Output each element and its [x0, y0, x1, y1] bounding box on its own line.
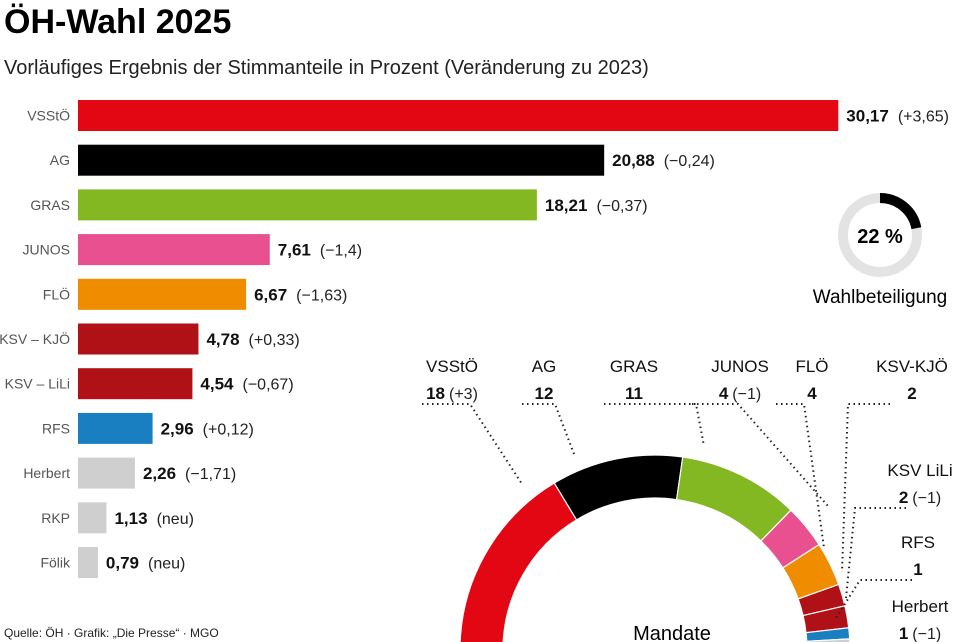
bar-value-label: 30,17 [846, 107, 889, 126]
bar [78, 100, 839, 131]
seat-change: (−1) [912, 490, 941, 507]
bar [78, 457, 135, 489]
bar-value-label: 2,26 [143, 464, 176, 483]
bar [78, 189, 537, 221]
seat-count: 4 [807, 384, 817, 403]
bar-category-label: Fölik [40, 555, 71, 571]
bar-value-label: 20,88 [612, 151, 655, 170]
seat-party-label: Herbert [892, 597, 949, 616]
seat-party-label: KSV-KJÖ [876, 357, 948, 376]
bar-change-label: (neu) [157, 511, 194, 528]
seat-count-label: 4 (−1) [719, 384, 761, 403]
bar-category-label: JUNOS [23, 242, 70, 258]
chart-title: ÖH-Wahl 2025 [4, 3, 231, 41]
bar-change-label: (neu) [148, 556, 185, 573]
seat-count: 1 [913, 560, 922, 579]
bar-category-label: KSV – KJÖ [0, 330, 70, 347]
bar-category-label: FLÖ [43, 285, 70, 302]
leader-line [522, 403, 575, 455]
turnout-donut: 22 % Wahlbeteiligung [813, 193, 948, 308]
seat-count-label: 2 [907, 384, 916, 403]
bar [78, 502, 107, 534]
bar-category-label: KSV – LiLi [5, 376, 70, 392]
leader-line [422, 403, 523, 485]
chart-subtitle: Vorläufiges Ergebnis der Stimmanteile in… [4, 57, 649, 79]
leader-line [604, 403, 705, 447]
bar-change-label: (−1,63) [296, 287, 347, 304]
bar-change-label: (−1,71) [185, 466, 236, 483]
donut-fill [838, 193, 922, 277]
bar-change-label: (−0,37) [596, 198, 647, 215]
seat-count: 12 [535, 384, 554, 403]
seat-count-label: 2 (−1) [899, 488, 941, 507]
seat-count: 18 [426, 384, 445, 403]
leader-line [692, 403, 829, 507]
bar-value-label: 4,54 [200, 375, 234, 394]
bar-value-label: 6,67 [254, 285, 287, 304]
bar-value-label: 7,61 [278, 241, 311, 260]
bar-value-label: 4,78 [206, 330, 239, 349]
seat-count-label: 18 (+3) [426, 384, 478, 403]
seat-count-label: 12 [535, 384, 554, 403]
seat-count-label: 1 (−1) [899, 624, 941, 642]
leader-line [845, 507, 906, 599]
bar-value-label: 1,13 [114, 509, 147, 528]
bar-value-label: 2,96 [161, 419, 194, 438]
bar [78, 412, 153, 444]
bar-value-label: 18,21 [545, 196, 588, 215]
seat-party-label: VSStÖ [426, 357, 478, 376]
bar-category-label: AG [50, 152, 70, 168]
source-note: Quelle: ÖH · Grafik: „Die Presse“ · MGO [4, 626, 219, 640]
seat-count-label: 1 [913, 560, 922, 579]
bar-category-label: RFS [42, 420, 70, 436]
turnout-caption: Wahlbeteiligung [813, 287, 948, 308]
seat-party-label: JUNOS [711, 357, 769, 376]
bar [78, 547, 98, 578]
seat-party-label: AG [532, 357, 557, 376]
seat-count-label: 4 [807, 384, 817, 403]
bar [78, 234, 270, 266]
seat-count: 11 [625, 384, 643, 403]
bar [78, 323, 199, 355]
bar-change-label: (+3,65) [898, 109, 949, 126]
seat-count-label: 11 [625, 384, 643, 403]
seat-change: (+3) [449, 386, 478, 403]
seat-party-label: RFS [901, 533, 935, 552]
bar-category-label: Herbert [23, 465, 70, 481]
bar [78, 368, 193, 400]
bar-change-label: (−1,4) [320, 243, 362, 260]
seat-count: 1 [899, 624, 908, 642]
seat-change: (−1) [912, 626, 941, 642]
seat-count: 2 [899, 488, 908, 507]
turnout-value: 22 % [857, 226, 903, 248]
seat-count: 4 [719, 384, 729, 403]
leader-line [841, 403, 890, 573]
seat-party-label: GRAS [610, 357, 658, 376]
seat-segment [553, 454, 684, 521]
bar-category-label: GRAS [30, 197, 70, 213]
bar [78, 278, 247, 310]
bar-category-label: VSStÖ [27, 107, 70, 124]
seats-title: Mandate [633, 623, 711, 642]
bar [78, 144, 605, 176]
bar-change-label: (+0,12) [203, 421, 254, 438]
seat-party-label: KSV LiLi [887, 461, 952, 480]
bar-change-label: (−0,67) [243, 377, 294, 394]
seat-change: (−1) [732, 386, 761, 403]
bar-change-label: (+0,33) [249, 332, 300, 349]
seat-segment [806, 638, 851, 642]
seat-party-label: FLÖ [795, 357, 828, 376]
bar-change-label: (−0,24) [664, 153, 715, 170]
bar-value-label: 0,79 [106, 554, 139, 573]
seat-segment [459, 482, 578, 642]
bar-category-label: RKP [41, 510, 70, 526]
seat-count: 2 [907, 384, 916, 403]
